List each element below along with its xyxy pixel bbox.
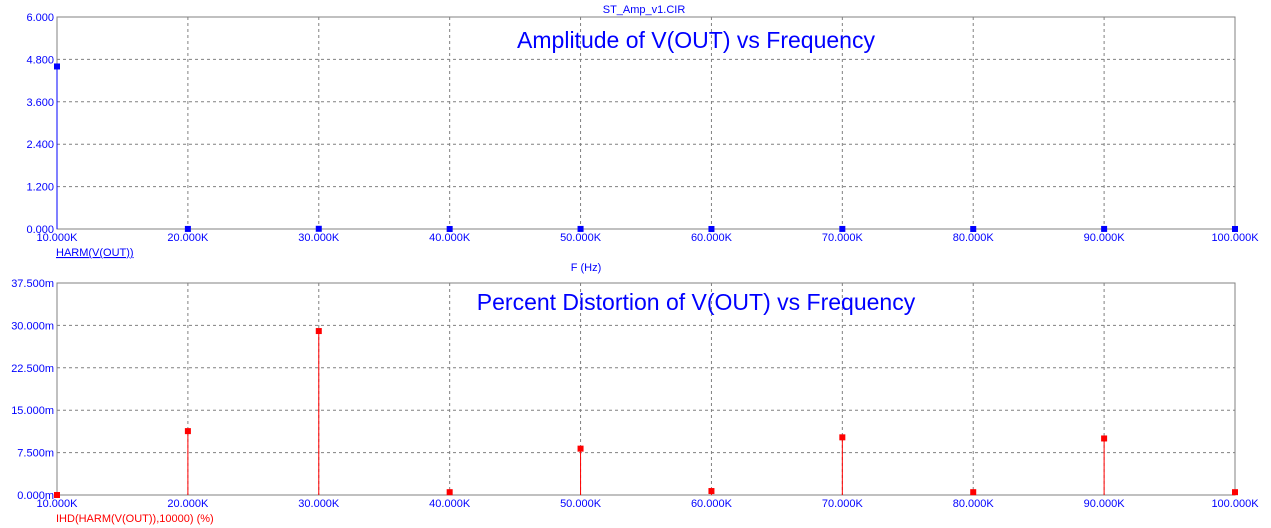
y-tick-label: 22.500m — [11, 363, 54, 375]
y-tick-label: 30.000m — [11, 320, 54, 332]
data-point — [54, 492, 60, 498]
x-tick-label: 60.000K — [691, 232, 733, 244]
data-point — [54, 63, 60, 70]
y-tick-label: 2.400 — [26, 139, 54, 151]
x-axis-label: F (Hz) — [571, 262, 602, 274]
data-point — [839, 225, 846, 232]
x-tick-label: 50.000K — [560, 232, 602, 244]
distortion-plot: 10.000K 20.000K 30.000K 40.000K 50.000K 60.00… — [11, 278, 1259, 510]
x-tick-label: 80.000K — [953, 498, 995, 510]
data-point — [315, 328, 322, 335]
x-tick-label: 30.000K — [298, 498, 340, 510]
data-point — [708, 488, 715, 495]
x-tick-label: 70.000K — [822, 232, 864, 244]
data-point — [1101, 435, 1108, 442]
x-tick-label: 20.000K — [167, 232, 209, 244]
x-tick-label: 10.000K — [37, 498, 79, 510]
data-point — [446, 225, 453, 232]
plot2-legend: IHD(HARM(V(OUT)),10000) (%) — [56, 513, 214, 525]
plot-title: Amplitude of V(OUT) vs Frequency — [517, 27, 875, 53]
x-tick-label: 40.000K — [429, 232, 471, 244]
data-point — [1232, 489, 1238, 496]
plot-frame — [56, 282, 1236, 496]
x-tick-label: 20.000K — [167, 498, 209, 510]
plot-title: Percent Distortion of V(OUT) vs Frequenc… — [477, 289, 916, 315]
x-tick-label: 40.000K — [429, 498, 471, 510]
data-point — [184, 225, 191, 232]
x-tick-label: 90.000K — [1084, 232, 1126, 244]
x-tick-label: 30.000K — [298, 232, 340, 244]
data-point — [1232, 225, 1238, 232]
amplitude-plot: 10.000K 20.000K 30.000K 40.000K 50.000K 60.00… — [26, 12, 1259, 244]
x-tick-label: 100.000K — [1211, 232, 1259, 244]
y-tick-label: 37.500m — [11, 278, 54, 290]
y-tick-label: 0.000m — [17, 490, 54, 502]
data-point — [577, 225, 584, 232]
x-tick-label: 50.000K — [560, 498, 602, 510]
y-tick-label: 15.000m — [11, 405, 54, 417]
y-tick-label: 7.500m — [17, 448, 54, 460]
data-point — [184, 428, 191, 435]
file-title: ST_Amp_v1.CIR — [603, 4, 686, 16]
y-tick-label: 6.000 — [26, 12, 54, 24]
y-tick-label: 4.800 — [26, 54, 54, 66]
x-tick-label: 90.000K — [1084, 498, 1126, 510]
data-point — [970, 489, 977, 496]
data-point — [315, 225, 322, 232]
y-tick-label: 1.200 — [26, 182, 54, 194]
x-tick-label: 10.000K — [37, 232, 79, 244]
x-tick-label: 60.000K — [691, 498, 733, 510]
data-point — [970, 225, 977, 232]
plot1-legend: HARM(V(OUT)) — [56, 247, 134, 259]
y-tick-label: 3.600 — [26, 97, 54, 109]
x-tick-label: 80.000K — [953, 232, 995, 244]
data-point — [446, 489, 453, 496]
x-tick-label: 100.000K — [1211, 498, 1259, 510]
data-point — [1101, 225, 1108, 232]
data-point — [708, 225, 715, 232]
x-tick-label: 70.000K — [822, 498, 864, 510]
data-point — [839, 434, 846, 441]
data-point — [577, 445, 584, 452]
y-tick-label: 0.000 — [26, 224, 54, 236]
